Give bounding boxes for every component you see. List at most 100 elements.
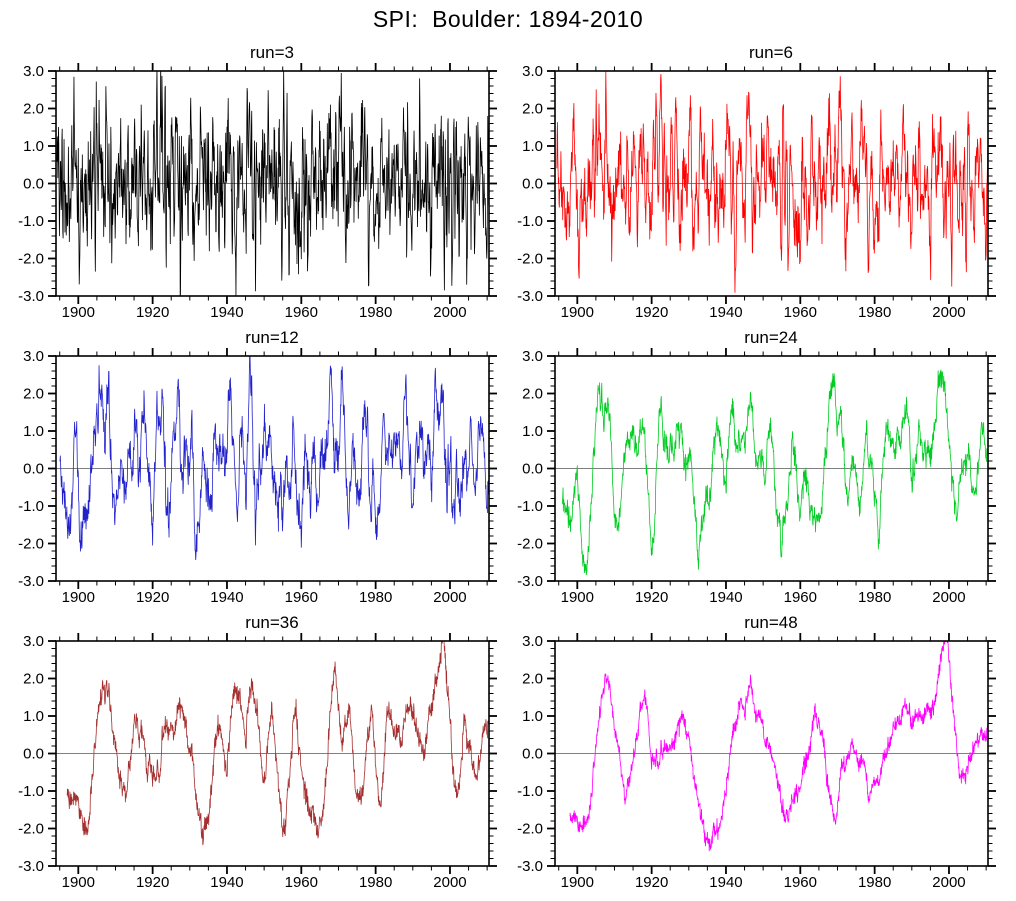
- y-tick-label: -3.0: [517, 288, 543, 305]
- y-tick-label: 0.0: [23, 176, 44, 193]
- y-tick-label: 0.0: [23, 746, 44, 763]
- x-tick-label: 1960: [285, 304, 318, 321]
- x-tick-label: 1940: [210, 874, 243, 891]
- x-tick-label: 1940: [709, 304, 742, 321]
- x-tick-label: 1920: [136, 589, 169, 606]
- panel-title: run=3: [250, 43, 294, 62]
- y-tick-label: 3.0: [522, 633, 543, 650]
- x-tick-label: 1960: [784, 304, 817, 321]
- y-tick-label: -1.0: [18, 213, 44, 230]
- y-tick-label: 3.0: [522, 348, 543, 365]
- x-tick-label: 1900: [561, 304, 594, 321]
- figure-title: SPI: Boulder: 1894-2010: [372, 6, 644, 32]
- y-tick-label: 1.0: [522, 423, 543, 440]
- x-tick-label: 2000: [433, 874, 466, 891]
- y-tick-label: 3.0: [23, 348, 44, 365]
- y-tick-label: 3.0: [23, 633, 44, 650]
- y-tick-label: 2.0: [522, 386, 543, 403]
- y-tick-label: 2.0: [23, 101, 44, 118]
- y-tick-label: 1.0: [522, 138, 543, 155]
- y-tick-label: -2.0: [517, 251, 543, 268]
- y-tick-label: 1.0: [23, 138, 44, 155]
- spi-plot-run-24: run=24 1900 1920 1940 1960 1980 2000 3.0 2.0 1.0…: [517, 328, 996, 606]
- x-tick-label: 2000: [932, 874, 965, 891]
- x-tick-label: 1940: [709, 874, 742, 891]
- y-tick-label: -2.0: [517, 536, 543, 553]
- y-tick-label: -2.0: [517, 821, 543, 838]
- y-tick-label: 1.0: [23, 423, 44, 440]
- y-tick-label: 2.0: [23, 671, 44, 688]
- x-tick-label: 1980: [359, 589, 392, 606]
- y-tick-label: 1.0: [23, 708, 44, 725]
- y-tick-label: 2.0: [522, 101, 543, 118]
- x-tick-label: 1920: [635, 304, 668, 321]
- y-tick-label: -1.0: [517, 783, 543, 800]
- x-tick-label: 1980: [359, 874, 392, 891]
- x-tick-label: 2000: [932, 304, 965, 321]
- y-tick-label: 2.0: [23, 386, 44, 403]
- spi-plot-run-48: run=48 1900 1920 1940 1960 1980 2000 3.0 2.0 1.0…: [517, 613, 996, 891]
- x-tick-label: 1960: [784, 874, 817, 891]
- x-tick-label: 1900: [62, 304, 95, 321]
- y-tick-label: -1.0: [517, 213, 543, 230]
- x-tick-label: 1980: [858, 874, 891, 891]
- y-tick-label: -1.0: [18, 783, 44, 800]
- panel-run-3: run=3 1900 1920 1940 1960 1980 2000 3.0 2.0 1.0 0…: [0, 38, 508, 325]
- series-line-run-6: [556, 71, 988, 293]
- x-tick-label: 1980: [359, 304, 392, 321]
- panel-title: run=12: [245, 328, 298, 347]
- x-tick-label: 2000: [433, 304, 466, 321]
- x-tick-label: 1920: [635, 874, 668, 891]
- x-tick-label: 2000: [932, 589, 965, 606]
- y-tick-label: -3.0: [517, 858, 543, 875]
- x-tick-label: 1940: [210, 589, 243, 606]
- y-tick-label: -2.0: [18, 536, 44, 553]
- spi-plot-run-36: run=36 1900 1920 1940 1960 1980 2000 3.0 2.0 1.0…: [18, 613, 497, 891]
- y-tick-label: -3.0: [18, 288, 44, 305]
- spi-plot-run-3: run=3 1900 1920 1940 1960 1980 2000 3.0 2.0 1.0 0…: [18, 43, 497, 321]
- y-tick-label: -1.0: [18, 498, 44, 515]
- series-line-run-36: [66, 641, 489, 846]
- series-line-run-12: [59, 356, 489, 560]
- x-tick-label: 1900: [561, 589, 594, 606]
- y-tick-label: 3.0: [23, 63, 44, 80]
- y-tick-label: 0.0: [522, 746, 543, 763]
- y-tick-label: 0.0: [522, 461, 543, 478]
- y-tick-label: 0.0: [23, 461, 44, 478]
- y-tick-label: -3.0: [18, 573, 44, 590]
- panel-run-12: run=12 1900 1920 1940 1960 1980 2000 3.0 2.0 1.0…: [0, 323, 508, 610]
- x-tick-label: 1900: [62, 589, 95, 606]
- x-tick-label: 1960: [285, 589, 318, 606]
- x-tick-label: 1980: [858, 589, 891, 606]
- x-tick-label: 1940: [210, 304, 243, 321]
- panel-title: run=36: [245, 613, 298, 632]
- x-tick-label: 1920: [136, 874, 169, 891]
- panel-run-36: run=36 1900 1920 1940 1960 1980 2000 3.0 2.0 1.0…: [0, 608, 508, 895]
- y-tick-label: 2.0: [522, 671, 543, 688]
- spi-plot-run-12: run=12 1900 1920 1940 1960 1980 2000 3.0 2.0 1.0…: [18, 328, 497, 606]
- panel-title: run=24: [744, 328, 797, 347]
- x-tick-label: 1920: [136, 304, 169, 321]
- series-line-run-24: [562, 369, 988, 576]
- spi-plot-run-6: run=6 1900 1920 1940 1960 1980 2000 3.0 2.0 1.0 0…: [517, 43, 996, 321]
- y-tick-label: -2.0: [18, 251, 44, 268]
- x-tick-label: 1900: [561, 874, 594, 891]
- y-tick-label: -3.0: [18, 858, 44, 875]
- panel-run-6: run=6 1900 1920 1940 1960 1980 2000 3.0 2.0 1.0 0…: [499, 38, 1007, 325]
- panel-run-48: run=48 1900 1920 1940 1960 1980 2000 3.0 2.0 1.0…: [499, 608, 1007, 895]
- series-line-run-48: [569, 641, 988, 852]
- x-tick-label: 2000: [433, 589, 466, 606]
- y-tick-label: -2.0: [18, 821, 44, 838]
- x-tick-label: 1900: [62, 874, 95, 891]
- panel-title: run=48: [744, 613, 797, 632]
- y-tick-label: -1.0: [517, 498, 543, 515]
- series-line-run-3: [56, 71, 489, 296]
- x-tick-label: 1940: [709, 589, 742, 606]
- y-tick-label: 3.0: [522, 63, 543, 80]
- y-tick-label: 0.0: [522, 176, 543, 193]
- y-tick-label: 1.0: [522, 708, 543, 725]
- x-tick-label: 1920: [635, 589, 668, 606]
- panel-run-24: run=24 1900 1920 1940 1960 1980 2000 3.0 2.0 1.0…: [499, 323, 1007, 610]
- y-tick-label: -3.0: [517, 573, 543, 590]
- panel-title: run=6: [749, 43, 793, 62]
